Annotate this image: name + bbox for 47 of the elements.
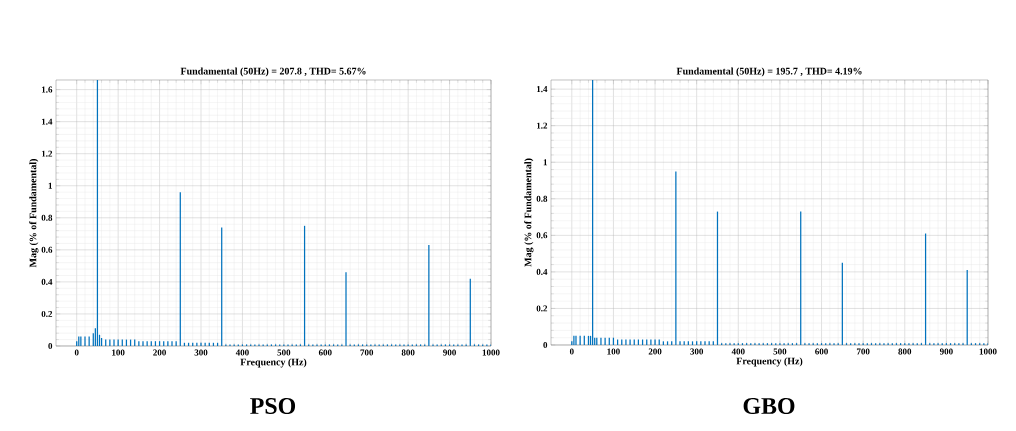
- x-tick-label: 500: [773, 348, 787, 355]
- x-tick-label: 0: [74, 349, 79, 356]
- y-tick-label: 0: [543, 341, 548, 349]
- y-tick-label: 0.4: [41, 278, 53, 285]
- y-tick-label: 1.4: [537, 86, 548, 93]
- y-tick-label: 1: [543, 159, 548, 166]
- y-tick-label: 0.6: [41, 246, 53, 253]
- y-tick-label: 0.4: [536, 268, 548, 275]
- x-tick-label: 1000: [482, 349, 500, 356]
- y-tick-label: 1: [48, 182, 53, 189]
- chart-title: Fundamental (50Hz) = 195.7 , THD= 4.19%: [676, 67, 862, 77]
- y-axis-title: Mag (% of Fundamental): [29, 159, 39, 268]
- y-tick-label: 0.8: [41, 214, 53, 221]
- y-tick-label: 1.2: [41, 150, 53, 157]
- x-tick-label: 400: [235, 349, 249, 356]
- x-tick-label: 300: [690, 348, 704, 355]
- x-axis-title: Frequency (Hz): [736, 357, 803, 367]
- y-tick-label: 0.8: [536, 195, 548, 202]
- x-tick-label: 0: [569, 348, 574, 355]
- y-tick-label: 1.2: [537, 122, 548, 129]
- y-tick-label: 0.6: [536, 232, 548, 239]
- x-tick-label: 800: [898, 348, 912, 355]
- x-tick-label: 200: [153, 349, 166, 356]
- y-tick-label: 1.6: [41, 86, 53, 93]
- x-tick-label: 200: [648, 348, 662, 355]
- text: GBO: [743, 397, 795, 415]
- x-tick-label: 500: [277, 349, 291, 356]
- x-tick-label: 600: [815, 348, 828, 355]
- text: PSO: [250, 397, 296, 415]
- x-tick-label: 100: [112, 349, 125, 356]
- x-tick-label: 1000: [979, 348, 997, 355]
- x-tick-label: 400: [731, 348, 745, 355]
- chart-title: Fundamental (50Hz) = 207.8 , THD= 5.67%: [180, 67, 366, 77]
- y-tick-label: 1.4: [41, 118, 53, 125]
- x-tick-label: 700: [856, 348, 870, 355]
- x-tick-label: 300: [194, 349, 208, 356]
- x-tick-label: 900: [443, 349, 456, 356]
- x-tick-label: 700: [360, 349, 374, 356]
- x-axis-title: Frequency (Hz): [240, 358, 307, 368]
- y-tick-label: 0: [48, 342, 53, 350]
- x-tick-label: 100: [607, 348, 620, 355]
- x-tick-label: 800: [401, 349, 415, 356]
- x-tick-label: 600: [318, 349, 332, 356]
- y-tick-label: 0.2: [536, 305, 548, 312]
- y-tick-label: 0.2: [41, 310, 53, 317]
- x-tick-label: 900: [939, 348, 953, 355]
- y-axis-title: Mag (% of Fundamental): [524, 158, 534, 267]
